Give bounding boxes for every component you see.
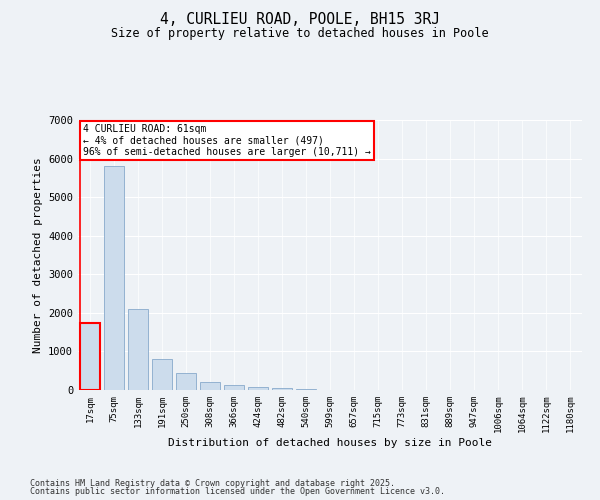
X-axis label: Distribution of detached houses by size in Poole: Distribution of detached houses by size … — [168, 438, 492, 448]
Bar — [224, 385, 244, 390]
Bar — [296, 389, 316, 390]
Bar — [152, 359, 172, 390]
Bar — [80, 322, 100, 390]
Text: 4, CURLIEU ROAD, POOLE, BH15 3RJ: 4, CURLIEU ROAD, POOLE, BH15 3RJ — [160, 12, 440, 28]
Bar — [128, 309, 148, 390]
Bar — [272, 388, 292, 390]
Bar — [176, 372, 196, 390]
Text: 4 CURLIEU ROAD: 61sqm
← 4% of detached houses are smaller (497)
96% of semi-deta: 4 CURLIEU ROAD: 61sqm ← 4% of detached h… — [83, 124, 371, 157]
Text: Size of property relative to detached houses in Poole: Size of property relative to detached ho… — [111, 28, 489, 40]
Y-axis label: Number of detached properties: Number of detached properties — [32, 157, 43, 353]
Text: Contains public sector information licensed under the Open Government Licence v3: Contains public sector information licen… — [30, 487, 445, 496]
Bar — [248, 387, 268, 390]
Bar — [200, 382, 220, 390]
Bar — [104, 166, 124, 390]
Text: Contains HM Land Registry data © Crown copyright and database right 2025.: Contains HM Land Registry data © Crown c… — [30, 478, 395, 488]
